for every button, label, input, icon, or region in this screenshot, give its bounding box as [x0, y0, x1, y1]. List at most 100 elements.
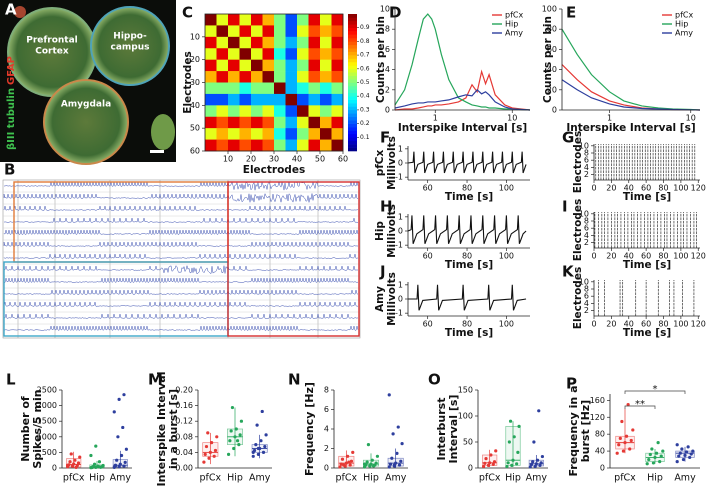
colorbar-segment	[348, 37, 357, 42]
panel-label: F	[380, 129, 390, 147]
data-point	[400, 442, 404, 446]
raw-trace	[3, 264, 359, 275]
y-axis-label: Counts per bin	[375, 16, 387, 103]
heatmap-cell	[216, 128, 229, 140]
panel-label: M	[148, 371, 163, 389]
data-point	[122, 393, 126, 397]
data-point	[239, 419, 244, 423]
heatmap-cell	[274, 139, 286, 152]
panel-label: E	[566, 4, 576, 22]
heatmap-cell	[308, 128, 321, 140]
heatmap-cell	[216, 71, 229, 83]
raw-trace	[3, 289, 359, 295]
heatmap-cell	[297, 25, 309, 38]
x-axis-label: Electrodes	[243, 164, 305, 176]
data-point	[615, 451, 619, 455]
data-point	[481, 464, 486, 469]
y-tick-label: 1	[398, 212, 403, 221]
data-point	[511, 458, 515, 462]
y-tick-label: 6	[385, 45, 390, 54]
data-point	[661, 449, 665, 453]
colorbar-tick-label: 0.8	[360, 38, 370, 45]
x-tick-label: 40	[292, 155, 302, 164]
y-tick-label: 0	[398, 295, 403, 304]
heatmap-cell	[297, 48, 309, 60]
panel-label: G	[562, 129, 574, 147]
x-tick-label: 40	[624, 252, 634, 261]
x-tick-label: 10	[686, 114, 696, 123]
colorbar-segment	[348, 68, 357, 73]
colorbar-segment	[348, 58, 357, 63]
data-point	[251, 450, 255, 454]
heatmap-cell	[297, 105, 309, 118]
data-point	[618, 436, 622, 440]
heatmap-cell	[262, 59, 275, 72]
x-tick-label: 80	[658, 184, 668, 193]
panel-label: J	[379, 263, 386, 281]
data-point	[96, 464, 100, 468]
y-axis-label: in a burst [s]	[167, 389, 180, 469]
data-point	[101, 463, 105, 468]
colorbar-segment	[348, 106, 357, 111]
x-tick-label: pfCx	[479, 473, 501, 484]
heatmap-cell	[216, 82, 229, 95]
colorbar-segment	[348, 99, 357, 104]
y-tick-label: 160	[590, 396, 605, 405]
x-tick-label: pfCx	[336, 473, 358, 484]
data-point	[342, 463, 346, 467]
y-tick-label: 4	[385, 65, 390, 74]
colorbar-segment	[348, 65, 357, 70]
y-tick-label: -1	[395, 309, 403, 318]
trace-frame	[2, 179, 361, 339]
data-point	[348, 463, 352, 467]
x-tick-label: 80	[658, 252, 668, 261]
x-tick-label: 40	[624, 320, 634, 329]
heatmap-cell	[251, 128, 263, 140]
raw-trace	[4, 217, 358, 223]
heatmap-cell	[239, 14, 252, 26]
heatmap-cell	[274, 116, 286, 129]
heatmap-cell	[205, 105, 217, 118]
heatmap-cell	[239, 25, 252, 38]
heatmap-cell	[205, 59, 217, 72]
data-point	[261, 450, 266, 454]
heatmap-cell	[239, 105, 252, 118]
colorbar-tick-label: 0.6	[360, 65, 370, 72]
colorbar-tick-label: 0.4	[360, 93, 370, 100]
data-line	[561, 28, 701, 111]
group-outline	[227, 181, 360, 337]
heatmap-cell	[285, 71, 298, 83]
y-tick-label: 150	[458, 386, 473, 395]
data-point	[207, 456, 211, 460]
colorbar-segment	[348, 75, 357, 80]
y-tick-label: 0	[398, 227, 403, 236]
heatmap-cell	[285, 48, 298, 60]
data-point	[370, 458, 374, 462]
y-axis-label: Hip	[374, 221, 386, 241]
data-point	[351, 450, 355, 454]
y-tick-label: 2000	[37, 401, 57, 410]
colorbar-segment	[348, 137, 357, 142]
data-point	[491, 462, 495, 466]
data-line	[394, 13, 531, 111]
data-point	[508, 419, 513, 423]
heatmap-cell	[228, 139, 240, 152]
panel-label: A	[5, 1, 17, 19]
data-point	[390, 456, 394, 460]
y-tick-label: 10	[579, 141, 589, 150]
data-point	[117, 397, 121, 401]
data-point	[488, 461, 492, 465]
x-tick-label: 60	[423, 252, 433, 261]
data-point	[202, 460, 206, 464]
heatmap-cell	[205, 25, 217, 38]
data-point	[650, 447, 654, 451]
y-tick-label: 0	[398, 159, 403, 168]
data-point	[678, 451, 682, 455]
data-point	[112, 410, 116, 414]
x-tick-label: 60	[641, 184, 651, 193]
heatmap-cell	[274, 59, 286, 72]
y-tick-label: 0.12	[175, 417, 193, 426]
y-tick-label: -1	[395, 241, 403, 250]
colorbar-segment	[348, 113, 357, 118]
